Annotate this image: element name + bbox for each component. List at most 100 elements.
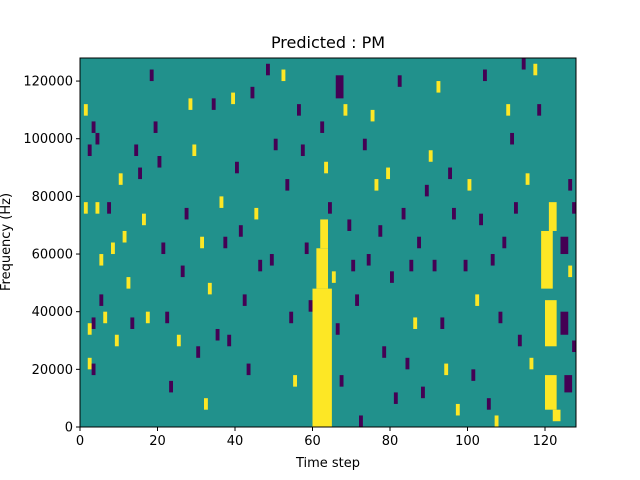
low-cell — [196, 346, 201, 358]
low-cell — [424, 184, 429, 197]
x-tick-label: 80 — [382, 434, 399, 449]
high-cell — [533, 63, 538, 76]
low-cell — [107, 202, 112, 214]
low-cell — [572, 202, 577, 214]
low-cell — [169, 380, 174, 393]
high-cell — [192, 144, 197, 157]
low-cell — [269, 254, 274, 266]
low-cell — [498, 311, 503, 324]
high-cell — [281, 69, 286, 82]
low-cell — [382, 346, 387, 358]
high-cell — [122, 230, 127, 243]
low-cell — [184, 207, 189, 220]
low-cell — [328, 202, 332, 214]
low-cell — [273, 138, 278, 151]
low-cell — [138, 167, 143, 180]
x-axis: 0 20 40 60 80 100 120 — [76, 427, 558, 449]
low-cell — [351, 259, 356, 272]
high-cell — [126, 277, 131, 289]
high-cell — [525, 173, 530, 185]
low-cell — [227, 334, 232, 347]
high-cell — [200, 236, 205, 249]
high-block — [312, 288, 332, 428]
high-block — [545, 375, 557, 410]
chart-title: Predicted : PM — [271, 33, 385, 52]
low-cell — [304, 242, 309, 255]
high-cell — [207, 282, 212, 295]
low-cell — [362, 138, 367, 151]
high-block — [541, 230, 553, 289]
low-block — [335, 75, 344, 99]
low-cell — [510, 132, 515, 145]
low-cell — [99, 294, 104, 306]
low-block — [560, 236, 569, 255]
low-cell — [250, 86, 255, 99]
high-cell — [324, 161, 329, 174]
low-cell — [514, 202, 518, 214]
high-cell — [506, 104, 511, 116]
low-cell — [297, 104, 301, 116]
high-cell — [111, 242, 115, 255]
low-cell — [300, 144, 305, 157]
y-tick-label: 100000 — [23, 132, 73, 147]
low-cell — [479, 213, 484, 226]
low-cell — [378, 225, 383, 237]
high-cell — [529, 357, 534, 370]
x-tick-label: 120 — [533, 434, 558, 449]
x-tick-label: 20 — [149, 434, 166, 449]
high-block — [545, 300, 557, 347]
low-cell — [366, 254, 371, 266]
high-cell — [370, 109, 375, 122]
high-cell — [204, 398, 208, 410]
y-axis-label: Frequency (Hz) — [0, 193, 14, 291]
high-cell — [312, 403, 317, 416]
high-cell — [83, 104, 88, 116]
low-cell — [215, 328, 220, 341]
y-tick-label: 60000 — [32, 248, 73, 263]
low-cell — [347, 219, 352, 231]
low-cell — [87, 144, 92, 157]
y-tick-label: 0 — [65, 421, 73, 436]
x-tick-label: 0 — [76, 434, 84, 449]
high-cell — [103, 311, 108, 324]
low-cell — [448, 167, 453, 180]
low-cell — [355, 294, 360, 306]
low-cell — [452, 207, 456, 220]
low-cell — [417, 236, 422, 249]
low-cell — [91, 317, 96, 329]
low-cell — [440, 317, 445, 329]
low-cell — [91, 363, 96, 376]
high-cell — [444, 363, 449, 376]
low-cell — [335, 323, 340, 335]
low-cell — [432, 259, 437, 272]
high-block — [320, 219, 328, 249]
high-cell — [142, 213, 146, 226]
y-axis: 0 20000 40000 60000 80000 100000 120000 — [23, 75, 80, 436]
low-cell — [537, 104, 542, 116]
low-cell — [568, 179, 573, 191]
low-cell — [521, 58, 526, 70]
low-cell — [242, 294, 247, 306]
low-cell — [211, 98, 216, 110]
low-cell — [359, 415, 363, 427]
low-cell — [483, 69, 487, 82]
low-cell — [149, 69, 154, 82]
x-tick-label: 40 — [227, 434, 244, 449]
low-cell — [486, 398, 491, 410]
low-cell — [157, 156, 162, 168]
low-cell — [490, 254, 495, 266]
heatmap-cells — [83, 58, 577, 428]
high-cell — [231, 92, 236, 105]
low-cell — [471, 369, 476, 381]
high-block — [548, 202, 557, 231]
low-cell — [409, 259, 414, 272]
low-cell — [320, 121, 325, 133]
low-cell — [235, 161, 239, 174]
high-cell — [467, 179, 472, 191]
low-cell — [134, 144, 139, 157]
low-cell — [502, 236, 507, 249]
low-cell — [130, 317, 135, 329]
low-cell — [289, 311, 294, 324]
low-cell — [161, 242, 166, 255]
